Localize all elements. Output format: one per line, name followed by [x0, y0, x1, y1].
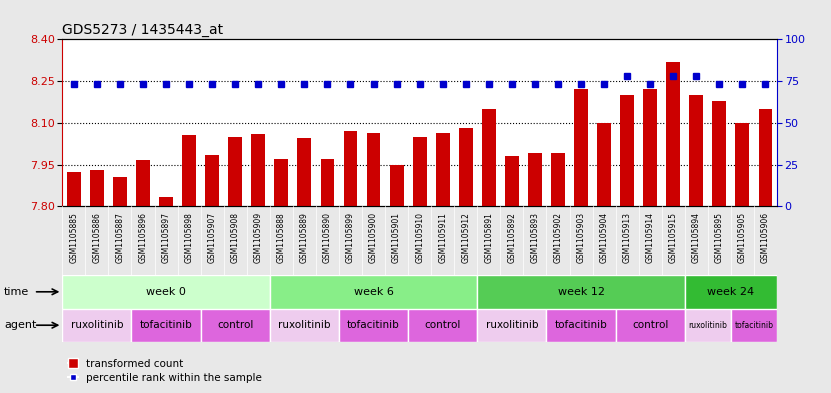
Bar — [413, 137, 426, 206]
Bar — [390, 165, 404, 206]
Bar — [270, 275, 477, 309]
Text: GSM1105895: GSM1105895 — [715, 212, 724, 263]
Text: ruxolitinib: ruxolitinib — [485, 320, 538, 330]
Text: GDS5273 / 1435443_at: GDS5273 / 1435443_at — [62, 23, 224, 37]
Text: GSM1105890: GSM1105890 — [323, 212, 332, 263]
Text: GSM1105904: GSM1105904 — [600, 212, 608, 263]
Text: GSM1105898: GSM1105898 — [184, 212, 194, 263]
Text: week 24: week 24 — [707, 287, 755, 297]
Bar — [597, 123, 611, 206]
Text: GSM1105888: GSM1105888 — [277, 212, 286, 263]
Bar — [131, 309, 200, 342]
Text: GSM1105887: GSM1105887 — [116, 212, 125, 263]
Text: GSM1105899: GSM1105899 — [346, 212, 355, 263]
Bar — [67, 171, 81, 206]
Bar — [200, 309, 270, 342]
Text: GSM1105914: GSM1105914 — [646, 212, 655, 263]
Text: tofacitinib: tofacitinib — [735, 321, 774, 330]
Bar — [182, 135, 196, 206]
Text: control: control — [217, 320, 253, 330]
Bar — [62, 309, 131, 342]
Bar — [366, 132, 381, 206]
Text: GSM1105892: GSM1105892 — [508, 212, 516, 263]
Text: GSM1105910: GSM1105910 — [416, 212, 424, 263]
Text: tofacitinib: tofacitinib — [554, 320, 607, 330]
Text: GSM1105915: GSM1105915 — [669, 212, 678, 263]
Text: ruxolitinib: ruxolitinib — [688, 321, 727, 330]
Text: control: control — [425, 320, 461, 330]
Bar — [690, 95, 703, 206]
Text: GSM1105911: GSM1105911 — [438, 212, 447, 263]
Bar — [547, 309, 616, 342]
Text: GSM1105900: GSM1105900 — [369, 212, 378, 263]
Bar — [616, 309, 685, 342]
Text: GSM1105909: GSM1105909 — [253, 212, 263, 263]
Bar — [685, 309, 731, 342]
Bar — [685, 275, 777, 309]
Bar — [321, 159, 334, 206]
Bar — [251, 134, 265, 206]
Bar — [551, 153, 565, 206]
Bar — [205, 155, 219, 206]
Text: GSM1105897: GSM1105897 — [161, 212, 170, 263]
Text: GSM1105889: GSM1105889 — [300, 212, 309, 263]
Bar — [620, 95, 634, 206]
Bar — [505, 156, 519, 206]
Bar — [759, 109, 772, 206]
Bar — [435, 132, 450, 206]
Text: ruxolitinib: ruxolitinib — [278, 320, 331, 330]
Text: week 0: week 0 — [146, 287, 186, 297]
Text: tofacitinib: tofacitinib — [347, 320, 400, 330]
Text: GSM1105902: GSM1105902 — [553, 212, 563, 263]
Text: control: control — [632, 320, 668, 330]
Bar — [136, 160, 150, 206]
Bar — [574, 89, 588, 206]
Bar — [528, 153, 542, 206]
Bar — [90, 170, 104, 206]
Text: GSM1105908: GSM1105908 — [231, 212, 239, 263]
Text: GSM1105891: GSM1105891 — [484, 212, 494, 263]
Text: ruxolitinib: ruxolitinib — [71, 320, 123, 330]
Bar — [482, 109, 496, 206]
Text: GSM1105907: GSM1105907 — [208, 212, 217, 263]
Bar — [731, 309, 777, 342]
Text: time: time — [4, 287, 29, 297]
Bar — [62, 275, 270, 309]
Bar — [459, 129, 473, 206]
Text: GSM1105893: GSM1105893 — [530, 212, 539, 263]
Text: tofacitinib: tofacitinib — [140, 320, 193, 330]
Text: GSM1105912: GSM1105912 — [461, 212, 470, 263]
Bar — [113, 177, 127, 206]
Text: GSM1105885: GSM1105885 — [69, 212, 78, 263]
Text: GSM1105903: GSM1105903 — [577, 212, 586, 263]
Bar — [343, 131, 357, 206]
Text: GSM1105905: GSM1105905 — [738, 212, 747, 263]
Bar — [160, 196, 173, 206]
Text: GSM1105913: GSM1105913 — [622, 212, 632, 263]
Legend: transformed count, percentile rank within the sample: transformed count, percentile rank withi… — [67, 359, 262, 383]
Bar — [339, 309, 408, 342]
Bar — [477, 309, 547, 342]
Text: agent: agent — [4, 320, 37, 330]
Bar — [735, 123, 750, 206]
Text: GSM1105886: GSM1105886 — [92, 212, 101, 263]
Text: GSM1105896: GSM1105896 — [139, 212, 148, 263]
Bar — [408, 309, 477, 342]
Bar — [477, 275, 685, 309]
Bar — [643, 89, 657, 206]
Text: GSM1105901: GSM1105901 — [392, 212, 401, 263]
Text: GSM1105906: GSM1105906 — [761, 212, 770, 263]
Bar — [712, 101, 726, 206]
Text: week 6: week 6 — [354, 287, 394, 297]
Bar — [229, 137, 242, 206]
Text: week 12: week 12 — [558, 287, 604, 297]
Bar — [666, 62, 680, 206]
Text: GSM1105894: GSM1105894 — [691, 212, 701, 263]
Bar — [270, 309, 339, 342]
Bar — [297, 138, 312, 206]
Bar — [274, 159, 288, 206]
